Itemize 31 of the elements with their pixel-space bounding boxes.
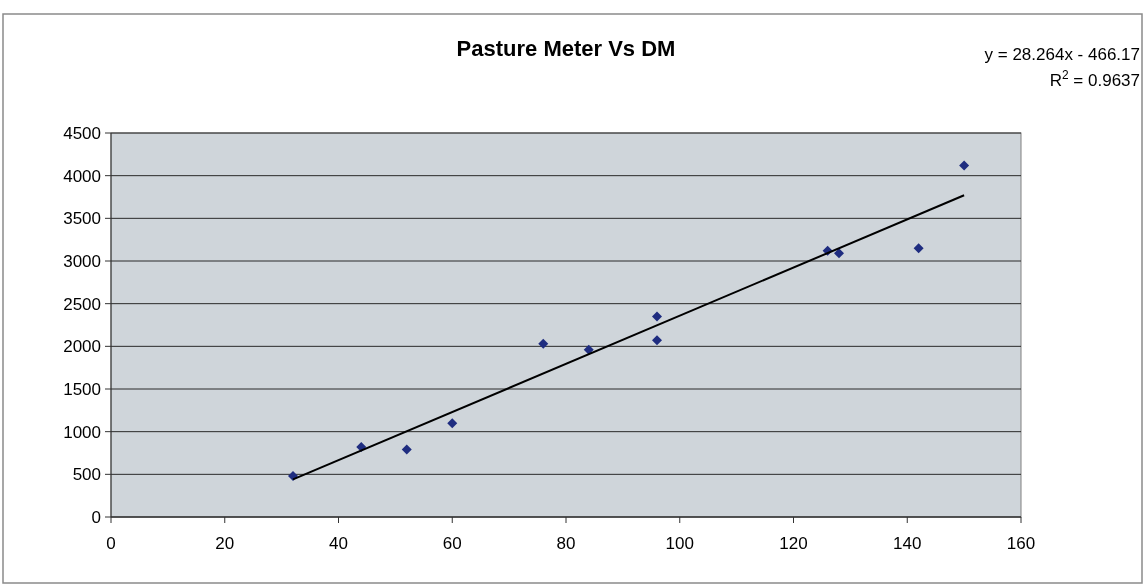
x-tick-label: 80 [556,534,576,553]
text: y = 28.264x - 466.17 [984,45,1140,64]
point [538,338,549,349]
y-tick-label: 0 [91,507,101,527]
point [652,335,662,346]
chart-title: Pasture Meter Vs DM [456,36,676,61]
x-tick-label: 20 [215,534,235,553]
x-tick-label: 160 [1006,534,1036,553]
point [834,248,844,259]
y-tick-label: 500 [72,465,101,485]
x-tick-label: 120 [779,534,808,553]
point [913,243,924,254]
x-tick-label: 0 [106,534,116,553]
x-tick-label: 140 [893,534,922,553]
point [401,444,412,455]
point [959,160,970,171]
y-tick-label: 2500 [63,294,101,314]
x-tick-label: 100 [665,534,694,553]
x-tick-label: 40 [329,534,348,553]
y-tick-label: 1500 [63,379,101,399]
text: R$^{2}$ = 0.9637 [1049,68,1140,90]
y-tick-label: 3000 [63,251,101,271]
y-tick-label: 1000 [63,422,101,442]
point [583,344,594,355]
x-tick-label: 60 [442,534,462,553]
y-tick-label: 4000 [63,166,101,186]
y-tick-label: 4500 [63,123,101,143]
y-tick-label: 3500 [63,209,101,229]
point [652,311,662,322]
point [447,418,458,429]
y-tick-label: 2000 [63,337,101,357]
